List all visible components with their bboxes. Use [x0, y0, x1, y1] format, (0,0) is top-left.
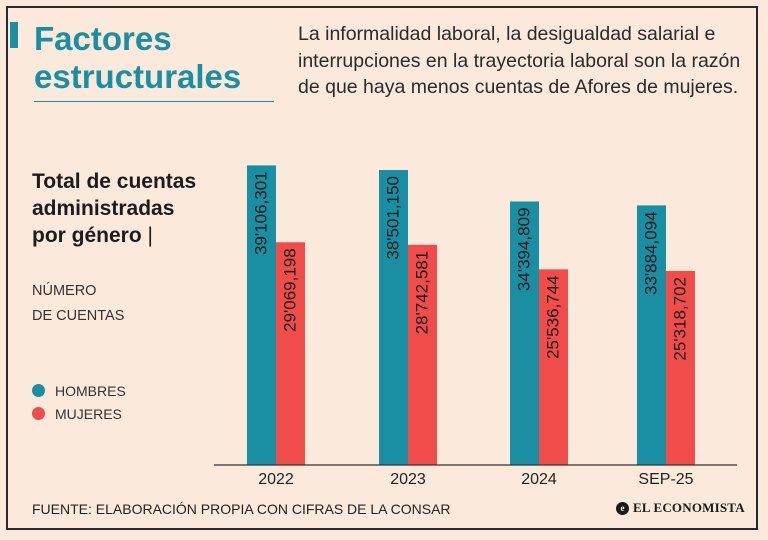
intro-text: La informalidad laboral, la desigualdad …: [298, 23, 741, 98]
legend-label-mujeres: MUJERES: [55, 405, 122, 422]
data-label-mujeres-3: 25'318,702: [671, 277, 690, 361]
bar-hombres-0: [247, 165, 276, 465]
publisher-logo: e EL ECONOMISTA: [616, 500, 745, 516]
page-title: Factores estructurales: [34, 20, 242, 95]
legend-item-hombres: HOMBRES: [32, 379, 126, 402]
bar-mujeres-2: [539, 269, 568, 465]
bar-mujeres-0: [276, 242, 305, 465]
infographic-frame: [6, 6, 758, 530]
x-tick-label-0: 2022: [258, 471, 294, 488]
data-label-hombres-3: 33'884,094: [642, 211, 661, 295]
logo-mark-icon: e: [616, 501, 629, 515]
data-label-mujeres-0: 29'069,198: [281, 248, 300, 332]
unit-label-line-2: DE CUENTAS: [32, 308, 125, 324]
chart-subtitle: Total de cuentas administradas por géner…: [32, 168, 207, 249]
bar-hombres-1: [379, 170, 408, 466]
chart-legend: HOMBRES MUJERES: [32, 379, 126, 425]
data-label-mujeres-2: 25'536,744: [544, 275, 563, 359]
bar-mujeres-3: [666, 271, 695, 465]
legend-swatch-mujeres: [32, 407, 45, 420]
bar-mujeres-1: [408, 244, 437, 465]
legend-item-mujeres: MUJERES: [32, 402, 126, 425]
legend-swatch-hombres: [32, 384, 45, 397]
legend-label-hombres: HOMBRES: [55, 382, 126, 399]
chart-subtitle-text: Total de cuentas administradas por géner…: [32, 170, 197, 247]
x-tick-label-3: SEP-25: [638, 471, 693, 488]
data-label-hombres-2: 34'394,809: [515, 207, 534, 291]
title-divider: [34, 101, 274, 102]
unit-label: NÚMERO DE CUENTAS: [32, 279, 182, 329]
subtitle-separator: |: [147, 224, 153, 247]
x-tick-label-2: 2024: [521, 471, 557, 488]
title-accent-bar: [10, 22, 18, 48]
unit-label-line-1: NÚMERO: [32, 283, 97, 299]
data-label-hombres-1: 38'501,150: [384, 176, 403, 260]
bar-hombres-3: [637, 205, 666, 466]
data-label-mujeres-1: 28'742,581: [413, 251, 432, 335]
x-tick-label-1: 2023: [390, 471, 426, 488]
bar-hombres-2: [510, 201, 539, 465]
data-label-hombres-0: 39'106,301: [252, 171, 271, 255]
source-note: FUENTE: ELABORACIÓN PROPIA CON CIFRAS DE…: [32, 501, 451, 517]
logo-text: EL ECONOMISTA: [633, 500, 745, 515]
